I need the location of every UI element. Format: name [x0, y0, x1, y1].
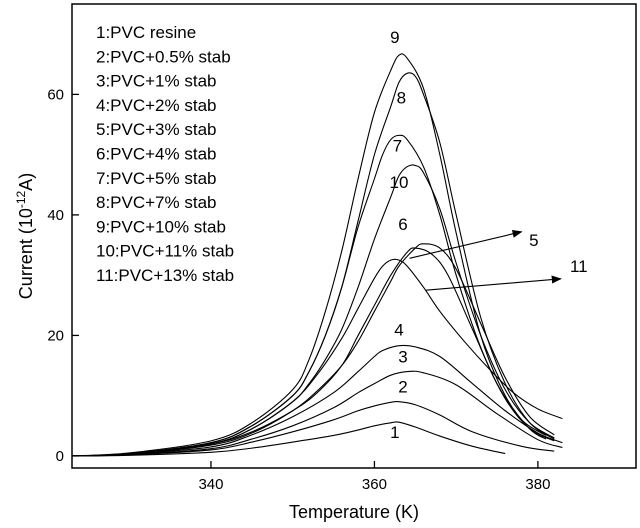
series-line-11 [71, 258, 563, 457]
y-axis-title-main: Current (10 [16, 208, 36, 299]
curve-labels: 1 2 3 4 5 6 7 8 9 10 11 [389, 28, 587, 442]
series-label-4: 4 [394, 320, 403, 339]
series-label-10: 10 [389, 173, 408, 192]
y-axis-title: Current (10-12A) [14, 173, 36, 299]
x-axis-title: Temperature (K) [289, 502, 419, 522]
axes: 340 360 380 0 20 40 60 [47, 86, 550, 493]
legend-entry-10: 10:PVC+11% stab [96, 242, 234, 261]
y-tick-label-0: 0 [56, 448, 64, 465]
annotation-arrow-1 [409, 229, 523, 259]
series-label-5: 5 [529, 231, 538, 250]
plot-frame [71, 3, 637, 469]
legend: 1:PVC resine 2:PVC+0.5% stab 3:PVC+1% stab… [96, 23, 234, 285]
legend-entry-11: 11:PVC+13% stab [96, 266, 234, 285]
x-tick-label-1: 360 [362, 476, 387, 493]
legend-entry-6: 6:PVC+4% stab [96, 145, 217, 164]
y-tick-label-2: 40 [47, 207, 64, 224]
series-line-4 [71, 344, 563, 457]
x-tick-label-2: 380 [525, 476, 550, 493]
series-label-11: 11 [570, 257, 588, 276]
series-line-2 [71, 400, 555, 457]
arrows [409, 229, 562, 291]
series-label-7: 7 [393, 137, 402, 156]
legend-entry-3: 3:PVC+1% stab [96, 72, 217, 91]
series-line-1 [71, 421, 506, 457]
y-tick-label-1: 20 [47, 327, 64, 344]
legend-entry-9: 9:PVC+10% stab [96, 217, 226, 236]
series-label-9: 9 [390, 28, 399, 47]
series-line-6 [71, 243, 555, 457]
y-axis-title-unit: A) [16, 173, 36, 191]
series-line-9 [71, 53, 547, 457]
series-label-1: 1 [390, 423, 399, 442]
annotation-arrow-2 [425, 275, 562, 291]
y-axis-title-exponent: -12 [14, 190, 28, 208]
legend-entry-2: 2:PVC+0.5% stab [96, 47, 231, 66]
series-label-8: 8 [397, 88, 406, 107]
series-line-3 [71, 370, 563, 457]
legend-entry-7: 7:PVC+5% stab [96, 169, 217, 188]
legend-entry-4: 4:PVC+2% stab [96, 96, 217, 115]
legend-entry-1: 1:PVC resine [96, 23, 196, 42]
series-label-2: 2 [398, 378, 407, 397]
legend-entry-8: 8:PVC+7% stab [96, 193, 217, 212]
legend-entry-5: 5:PVC+3% stab [96, 120, 217, 139]
curves [71, 53, 563, 457]
series-label-3: 3 [398, 348, 407, 367]
series-label-6: 6 [398, 215, 407, 234]
y-tick-label-3: 60 [47, 86, 64, 103]
series-line-5 [71, 247, 547, 457]
x-tick-label-0: 340 [198, 476, 223, 493]
series-line-8 [71, 72, 555, 457]
